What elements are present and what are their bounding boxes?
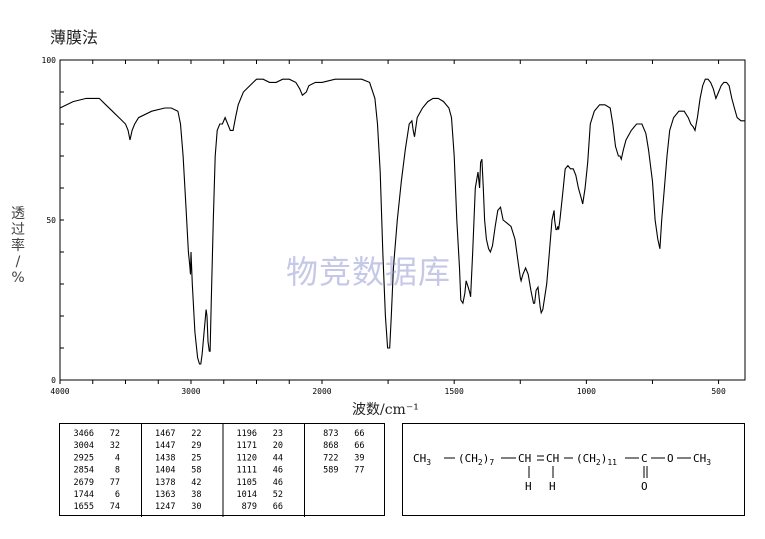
ir-spectrum-chart: 4000 3000 2000 1500 1000 500 0 50 100 — [42, 56, 746, 396]
peak-wavenumber: 1447 — [155, 441, 175, 451]
peak-wavenumber: 1105 — [237, 478, 257, 488]
formula-ch2-11: (CH2)11 — [576, 452, 617, 467]
formula-ch-b: CH — [546, 452, 559, 465]
peak-transmittance: 44 — [273, 453, 283, 463]
peak-wavenumber: 879 — [242, 502, 257, 512]
peak-wavenumber: 1171 — [237, 441, 257, 451]
axis-ticks — [59, 59, 720, 384]
spectrum-line — [59, 78, 745, 365]
peak-transmittance: 74 — [110, 502, 120, 512]
y-axis-label-char: 透 — [11, 206, 25, 222]
peak-transmittance: 22 — [191, 429, 201, 439]
peak-wavenumber: 1247 — [155, 502, 175, 512]
peak-transmittance: 8 — [115, 466, 120, 476]
peak-transmittance: 32 — [110, 441, 120, 451]
peak-transmittance: 77 — [110, 478, 120, 488]
y-tick-label: 0 — [51, 376, 56, 385]
peak-transmittance: 42 — [191, 478, 201, 488]
peak-transmittance: 29 — [191, 441, 201, 451]
peak-wavenumber: 1111 — [237, 466, 257, 476]
x-tick-label: 500 — [711, 387, 726, 396]
formula-o-carbonyl: O — [641, 480, 648, 493]
x-axis-label: 波数/cm⁻¹ — [352, 402, 419, 418]
peak-wavenumber: 1014 — [237, 490, 257, 500]
peak-transmittance: 46 — [273, 466, 283, 476]
peak-transmittance: 38 — [191, 490, 201, 500]
peak-wavenumber: 1378 — [155, 478, 175, 488]
y-tick-label: 50 — [46, 216, 56, 225]
x-tick-label: 1000 — [577, 387, 596, 396]
peak-transmittance: 6 — [115, 490, 120, 500]
peak-transmittance: 77 — [354, 466, 364, 476]
peak-table: 3466 72 3004 32 2925 4 2854 8 2679 77 1744 6 1655 74 1… — [59, 423, 385, 517]
x-tick-label: 3000 — [181, 387, 200, 396]
peak-wavenumber: 1120 — [237, 453, 257, 463]
peak-wavenumber: 589 — [323, 466, 338, 476]
y-tick-label: 100 — [42, 56, 57, 65]
peak-transmittance: 66 — [273, 502, 283, 512]
formula-ch-a: CH — [518, 452, 531, 465]
peak-wavenumber: 1438 — [155, 453, 175, 463]
peak-wavenumber: 1467 — [155, 429, 175, 439]
formula-ch2-7: (CH2)7 — [458, 452, 494, 467]
peak-transmittance: 46 — [273, 478, 283, 488]
peak-transmittance: 39 — [354, 453, 364, 463]
peak-transmittance: 72 — [110, 429, 120, 439]
peak-wavenumber: 722 — [323, 453, 338, 463]
structure-formula: CH3 (CH2)7 CH CH H H (CH2)11 C O O CH3 — [413, 452, 711, 493]
x-tick-label: 4000 — [50, 387, 69, 396]
peak-transmittance: 4 — [115, 453, 120, 463]
peak-wavenumber: 2854 — [74, 466, 94, 476]
formula-o-ester: O — [667, 452, 674, 465]
formula-h-a: H — [525, 480, 532, 493]
peak-transmittance: 20 — [273, 441, 283, 451]
peak-wavenumber: 1363 — [155, 490, 175, 500]
formula-c: C — [641, 452, 648, 465]
peak-transmittance: 23 — [273, 429, 283, 439]
peak-wavenumber: 3004 — [74, 441, 94, 451]
peak-wavenumber: 2679 — [74, 478, 94, 488]
peak-transmittance: 52 — [273, 490, 283, 500]
peak-wavenumber: 1404 — [155, 466, 175, 476]
formula-ch3-right: CH3 — [693, 452, 711, 467]
peak-transmittance: 66 — [354, 429, 364, 439]
x-tick-label: 1500 — [445, 387, 464, 396]
peak-transmittance: 30 — [191, 502, 201, 512]
x-tick-label: 2000 — [312, 387, 331, 396]
peak-transmittance: 25 — [191, 453, 201, 463]
watermark: 物竞数据库 — [286, 253, 452, 291]
axis-tick-labels: 4000 3000 2000 1500 1000 500 0 50 100 — [42, 56, 726, 396]
y-axis-label-char: / — [15, 254, 21, 270]
peak-transmittance: 66 — [354, 441, 364, 451]
peak-wavenumber: 1744 — [74, 490, 94, 500]
y-axis-label-char: % — [11, 270, 25, 286]
y-axis-label-char: 率 — [11, 238, 25, 254]
peak-wavenumber: 1196 — [237, 429, 257, 439]
structure-box: CH3 (CH2)7 CH CH H H (CH2)11 C O O CH3 — [402, 423, 745, 516]
peak-wavenumber: 873 — [323, 429, 338, 439]
method-title: 薄膜法 — [50, 28, 99, 47]
peak-wavenumber: 868 — [323, 441, 338, 451]
peak-transmittance: 58 — [191, 466, 201, 476]
formula-ch3-left: CH3 — [413, 452, 431, 467]
formula-h-b: H — [549, 480, 556, 493]
y-axis-label-char: 过 — [11, 222, 25, 238]
peak-wavenumber: 3466 — [74, 429, 94, 439]
peak-wavenumber: 2925 — [74, 453, 94, 463]
peak-wavenumber: 1655 — [74, 502, 94, 512]
y-axis-label: 透过率 /% — [8, 206, 28, 286]
